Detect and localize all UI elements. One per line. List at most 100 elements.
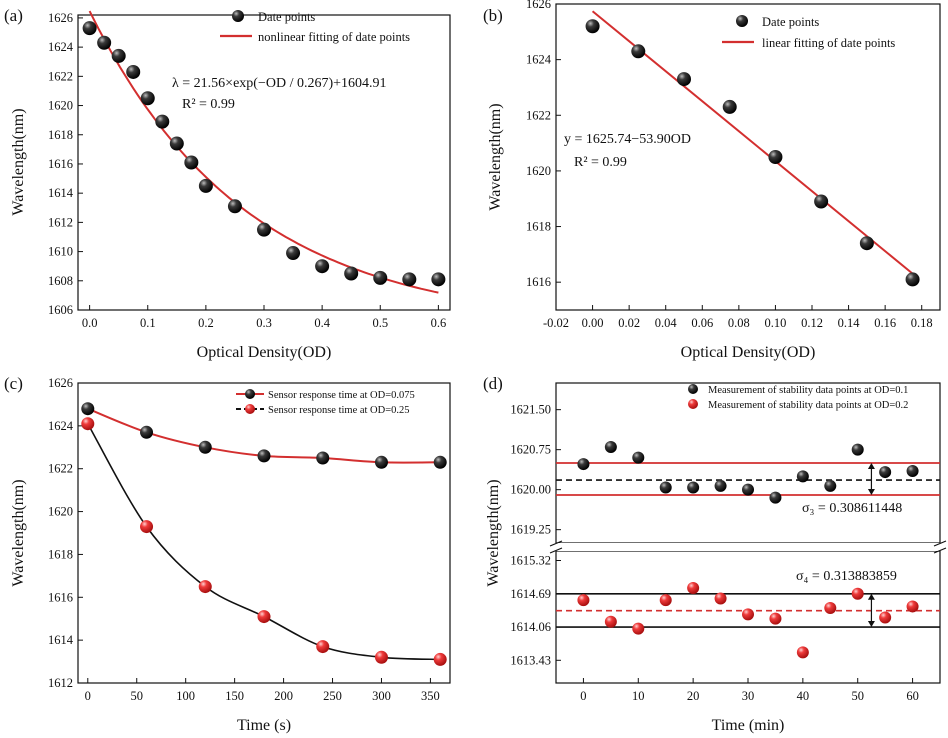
data-point-b-2 [677, 72, 691, 87]
legend-marker-d-1 [688, 399, 698, 409]
data-point-c1-6 [433, 652, 447, 666]
sigma-3-arrow [867, 463, 875, 495]
y-tick-label-du-2: 1620.75 [510, 443, 551, 457]
legend-label-b-0: Date points [762, 15, 819, 29]
legend-d: Measurement of stability data points at … [688, 384, 908, 411]
data-point-c1-1 [140, 520, 154, 534]
y-tick-label-b-2: 1620 [526, 164, 551, 178]
data-point-c0-4 [316, 451, 330, 465]
data-point-d0-8 [796, 470, 809, 483]
data-point-b-0 [585, 19, 600, 34]
legend-label-c-0: Sensor response time at OD=0.075 [268, 390, 415, 401]
data-point-d0-10 [851, 443, 864, 456]
y-tick-label-c-0: 1612 [48, 676, 73, 690]
y-tick-label-du-0: 1619.25 [510, 523, 551, 537]
fit-equation-a: λ = 21.56×exp(−OD / 0.267)+1604.91 [172, 76, 387, 91]
data-point-d0-1 [604, 441, 617, 453]
y-tick-label-c-7: 1626 [48, 376, 73, 390]
x-axis-label-d: Time (min) [712, 717, 785, 734]
data-point-a-4 [140, 91, 155, 106]
x-tick-label-c-0: 0 [85, 689, 91, 703]
y-tick-label-c-1: 1614 [48, 633, 74, 647]
panel-a: (a) Optical Density(OD) Wavelength(nm) 1… [4, 6, 451, 361]
r-squared-b: R² = 0.99 [574, 155, 627, 170]
y-tick-label-a-8: 1622 [48, 69, 73, 83]
legend-marker-b-0 [736, 15, 748, 27]
data-point-a-3 [126, 64, 141, 79]
x-tick-label-b-1: 0.00 [582, 316, 604, 330]
y-tick-label-b-0: 1616 [526, 275, 551, 289]
x-tick-label-a-4: 0.4 [314, 316, 330, 330]
data-point-b-5 [814, 194, 829, 209]
data-point-a-2 [111, 48, 126, 63]
x-tick-label-b-8: 0.14 [838, 316, 861, 330]
data-point-c1-4 [316, 640, 330, 654]
data-point-d1-3 [659, 594, 672, 607]
data-point-a-0 [82, 21, 97, 36]
sigma-4-label: σ₄ = 0.313883859 [796, 569, 897, 584]
x-tick-label-b-2: 0.02 [618, 316, 640, 330]
data-point-d0-9 [824, 479, 837, 492]
y-tick-label-b-1: 1618 [526, 220, 551, 234]
data-point-a-8 [198, 178, 213, 193]
data-point-d1-9 [824, 602, 837, 615]
data-point-c1-2 [198, 580, 212, 594]
data-point-b-4 [768, 150, 783, 164]
x-tick-label-d-2: 20 [687, 689, 700, 703]
y-tick-label-b-4: 1624 [526, 53, 552, 67]
y-tick-label-a-5: 1616 [48, 157, 73, 171]
legend-label-a-0: Date points [258, 10, 315, 24]
data-point-d0-11 [879, 466, 892, 479]
x-tick-label-d-4: 40 [797, 689, 810, 703]
y-tick-label-a-10: 1626 [48, 11, 73, 25]
data-point-b-1 [631, 44, 646, 59]
data-point-b-3 [722, 99, 737, 114]
panel-label-d: (d) [483, 374, 503, 393]
data-point-c1-0 [81, 417, 95, 431]
data-point-a-10 [257, 222, 271, 237]
y-tick-label-dl-0: 1613.43 [510, 653, 551, 667]
data-point-b-6 [859, 236, 874, 251]
x-tick-label-a-1: 0.1 [140, 316, 156, 330]
x-axis-label-c: Time (s) [237, 717, 291, 734]
legend-marker-c-1 [245, 404, 255, 414]
x-tick-label-c-4: 200 [274, 689, 293, 703]
data-point-a-6 [169, 136, 184, 151]
x-tick-label-a-3: 0.3 [256, 316, 272, 330]
data-point-c0-2 [198, 440, 212, 454]
legend-label-a-1: nonlinear fitting of date points [258, 30, 410, 44]
data-point-d1-11 [879, 611, 892, 624]
panel-c: (c) Time (s) Wavelength(nm) 1612 1614 1616… [4, 374, 451, 734]
x-tick-label-c-5: 250 [323, 689, 342, 703]
fit-path-b [591, 10, 914, 275]
fit-path-a [88, 10, 439, 294]
y-axis-label-b: Wavelength(nm) [487, 103, 504, 210]
sigma-3-label: σ₃ = 0.308611448 [802, 501, 902, 516]
legend-marker-a-0 [232, 10, 244, 22]
y-tick-label-du-1: 1620.00 [510, 483, 551, 497]
sigma-4-arrow [867, 593, 875, 628]
data-point-a-9 [227, 199, 242, 214]
data-point-a-16 [431, 272, 446, 287]
y-tick-label-dl-3: 1615.32 [510, 554, 551, 568]
x-tick-label-d-3: 30 [742, 689, 755, 703]
panel-b: (b) Optical Density(OD) Wavelength(nm) 1… [483, 0, 941, 361]
axis-break-gap [540, 543, 948, 551]
data-point-c0-3 [257, 449, 271, 463]
y-tick-label-c-5: 1622 [48, 462, 73, 476]
data-point-d0-6 [742, 483, 754, 496]
legend-label-d-1: Measurement of stability data points at … [708, 400, 908, 411]
x-axis-label-b: Optical Density(OD) [681, 344, 816, 361]
panel-label-c: (c) [4, 374, 23, 393]
data-point-a-1 [97, 35, 112, 50]
legend-b: Date points linear fitting of date point… [722, 15, 895, 50]
y-axis-label-c: Wavelength(nm) [10, 479, 27, 586]
data-point-a-14 [373, 270, 388, 285]
data-point-d1-6 [742, 608, 754, 621]
data-point-a-12 [315, 259, 330, 274]
y-tick-label-a-7: 1620 [48, 99, 73, 113]
data-point-c1-5 [374, 650, 388, 664]
legend-label-b-1: linear fitting of date points [762, 36, 895, 50]
y-axis-label-a: Wavelength(nm) [10, 108, 27, 215]
